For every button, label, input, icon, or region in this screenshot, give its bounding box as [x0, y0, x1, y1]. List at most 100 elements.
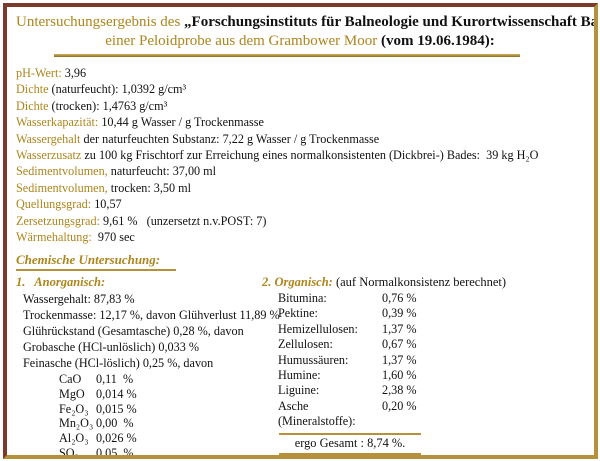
compound-row: MgO 0,014 %: [59, 387, 262, 402]
property-value: 10,44 g Wasser / g Trockenmasse: [98, 115, 264, 130]
property-value: naturfeucht: 37,00 ml: [107, 164, 217, 179]
organic-value: 1,37 %: [382, 321, 417, 336]
compounds-table: CaO 0,11 % MgO 0,014 % Fe₂O₃ 0,015 % Mn₂O₃ 0…: [59, 372, 262, 459]
compound-value: 0,014 %: [96, 386, 137, 401]
organic-row: Hemizellulosen: 1,37 %: [262, 322, 584, 337]
organic-value: 0,20 %: [382, 398, 417, 413]
total-line: ergo Gesamt : 8,74 %.: [279, 432, 421, 455]
organic-row: Humine: 1,60 %: [262, 368, 584, 383]
property-line: Wassergehalt der naturfeuchten Substanz:…: [16, 131, 584, 147]
organic-row: Pektine: 0,39 %: [262, 306, 584, 321]
organic-label: Asche (Mineralstoffe):: [278, 398, 356, 429]
property-label: Wärmehaltung:: [16, 230, 92, 245]
compound-formula: CaO: [59, 371, 82, 386]
property-label: Wasserzusatz: [16, 148, 82, 163]
compound-value: 0,026 %: [96, 431, 137, 446]
organic-label: Humine:: [278, 368, 321, 382]
compound-value: 0,015 %: [96, 401, 137, 416]
chemistry-columns: 1. Anorganisch: Wassergehalt: 87,83 % Tr…: [16, 274, 584, 459]
title-line1-lead: Untersuchungsergebnis des: [16, 14, 185, 30]
property-line: Wasserkapazität: 10,44 g Wasser / g Troc…: [16, 114, 584, 130]
property-label: Zersetzungsgrad:: [16, 213, 100, 228]
compound-row: Mn₂O₃ 0,00 %: [59, 416, 262, 431]
property-label: Sedimentvolumen,: [16, 180, 108, 195]
document-frame: Untersuchungsergebnis des „Forschungsins…: [3, 3, 598, 459]
property-value: 3,96: [61, 66, 87, 80]
anorganic-section: 1. Anorganisch: Wassergehalt: 87,83 % Tr…: [16, 274, 280, 459]
title-divider: [54, 54, 520, 57]
property-value: (trocken): 1,4763 g/cm³: [48, 98, 168, 113]
chemical-analysis-heading-text: Chemische Untersuchung:: [16, 252, 177, 272]
anorganic-line: Grobasche (HCl-unlöslich) 0,033 %: [23, 339, 200, 354]
title-line1-institute: „Forschungsinstituts für Balneologie und…: [184, 14, 598, 30]
organic-heading-number: 2. Organisch:: [262, 275, 333, 290]
compound-value: 0,11 %: [96, 371, 134, 386]
anorganic-line: Feinasche (HCl-löslich) 0,25 %, davon: [23, 355, 214, 370]
document-title: Untersuchungsergebnis des „Forschungsins…: [16, 13, 594, 51]
property-label: Quellungsgrad:: [16, 197, 92, 212]
organic-row: Liguine: 2,38 %: [262, 383, 584, 398]
compound-row: Al₂O₃ 0,026 %: [59, 431, 262, 446]
compound-row: SO₃ 0,05 %: [59, 445, 262, 459]
title-line-2: einer Peloidprobe aus dem Grambower Moor…: [16, 32, 584, 51]
property-line: Quellungsgrad: 10,57: [16, 196, 584, 212]
property-value: 10,57: [91, 197, 122, 212]
property-label: Dichte: [16, 82, 49, 97]
title-line2-lead: einer Peloidprobe aus dem Grambower Moor: [105, 33, 382, 49]
anorganic-heading: 1. Anorganisch:: [16, 275, 106, 290]
anorganic-line: Glührückstand (Gesamtasche) 0,28 %, davo…: [23, 323, 244, 338]
organic-value: 2,38 %: [382, 383, 417, 398]
huminsaeuren-footnote: (Huminsäuren: gesamt: 3,58 %, davon gebu…: [271, 458, 584, 459]
property-label: Wassergehalt: [16, 131, 81, 146]
compound-formula: Mn₂O₃: [59, 416, 94, 431]
property-line: Sedimentvolumen, trocken: 3,50 ml: [16, 180, 584, 196]
organic-value: 0,76 %: [382, 290, 417, 305]
property-line: Zersetzungsgrad: 9,61 % (unzersetzt n.v.…: [16, 213, 584, 229]
anorganic-line: Trockenmasse: 12,17 %, davon Glühverlust…: [23, 307, 280, 322]
compound-formula: MgO: [59, 386, 85, 401]
property-value: 970 sec: [91, 230, 135, 245]
organic-row: Asche (Mineralstoffe): 0,20 %: [262, 399, 584, 430]
property-line: Sedimentvolumen, naturfeucht: 37,00 ml: [16, 163, 584, 179]
property-value: zu 100 kg Frischtorf zur Erreichung eine…: [81, 148, 539, 163]
compound-formula: Al₂O₃: [59, 431, 89, 446]
organic-label: Zellulosen:: [278, 337, 333, 352]
organic-label: Bitumina:: [278, 290, 327, 305]
organic-label: Hemizellulosen:: [278, 321, 358, 336]
organic-value: 0,39 %: [382, 306, 417, 321]
property-label: pH-Wert:: [16, 66, 62, 80]
chemical-analysis-heading: Chemische Untersuchung:: [16, 252, 584, 272]
property-value: 9,61 % (unzersetzt n.v.POST: 7): [99, 213, 267, 228]
organic-label: Liguine:: [278, 383, 320, 398]
organic-row: Humussäuren: 1,37 %: [262, 353, 584, 368]
property-line: pH-Wert: 3,96: [16, 65, 584, 81]
properties-list: pH-Wert: 3,96 Dichte (naturfeucht): 1,03…: [16, 65, 584, 245]
organic-row: Zellulosen: 0,67 %: [262, 337, 584, 352]
property-value: trocken: 3,50 ml: [107, 180, 191, 195]
property-value: der naturfeuchten Substanz: 7,22 g Wasse…: [80, 131, 380, 146]
anorganic-lines: Wassergehalt: 87,83 % Trockenmasse: 12,1…: [23, 291, 280, 371]
compound-formula: Fe₂O₃: [59, 401, 89, 416]
property-line: Wärmehaltung: 970 sec: [16, 229, 584, 245]
compound-value: 0,05 %: [96, 445, 134, 459]
property-line: Wasserzusatz zu 100 kg Frischtorf zur Er…: [16, 147, 584, 163]
title-line-1: Untersuchungsergebnis des „Forschungsins…: [16, 13, 594, 32]
compound-value: 0,00 %: [96, 416, 134, 431]
property-value: (naturfeucht): 1,0392 g/cm³: [48, 82, 187, 97]
property-label: Wasserkapazität:: [16, 115, 99, 130]
organic-label: Humussäuren:: [278, 352, 349, 367]
property-label: Dichte: [16, 98, 49, 113]
compound-formula: SO₃: [59, 445, 79, 459]
property-label: Sedimentvolumen,: [16, 164, 108, 179]
title-line2-date: (vom 19.06.1984):: [381, 33, 495, 49]
organic-heading: 2. Organisch: (auf Normalkonsistenz bere…: [262, 274, 584, 291]
anorganic-line: Wassergehalt: 87,83 %: [23, 291, 135, 306]
organic-section: 2. Organisch: (auf Normalkonsistenz bere…: [262, 274, 584, 459]
property-line: Dichte (naturfeucht): 1,0392 g/cm³: [16, 81, 584, 97]
compound-row: Fe₂O₃ 0,015 %: [59, 402, 262, 417]
organic-value: 1,60 %: [382, 368, 417, 382]
organic-value: 1,37 %: [382, 352, 417, 367]
compound-row: CaO 0,11 %: [59, 372, 262, 387]
organic-label: Pektine:: [278, 306, 318, 321]
property-line: Dichte (trocken): 1,4763 g/cm³: [16, 98, 584, 114]
